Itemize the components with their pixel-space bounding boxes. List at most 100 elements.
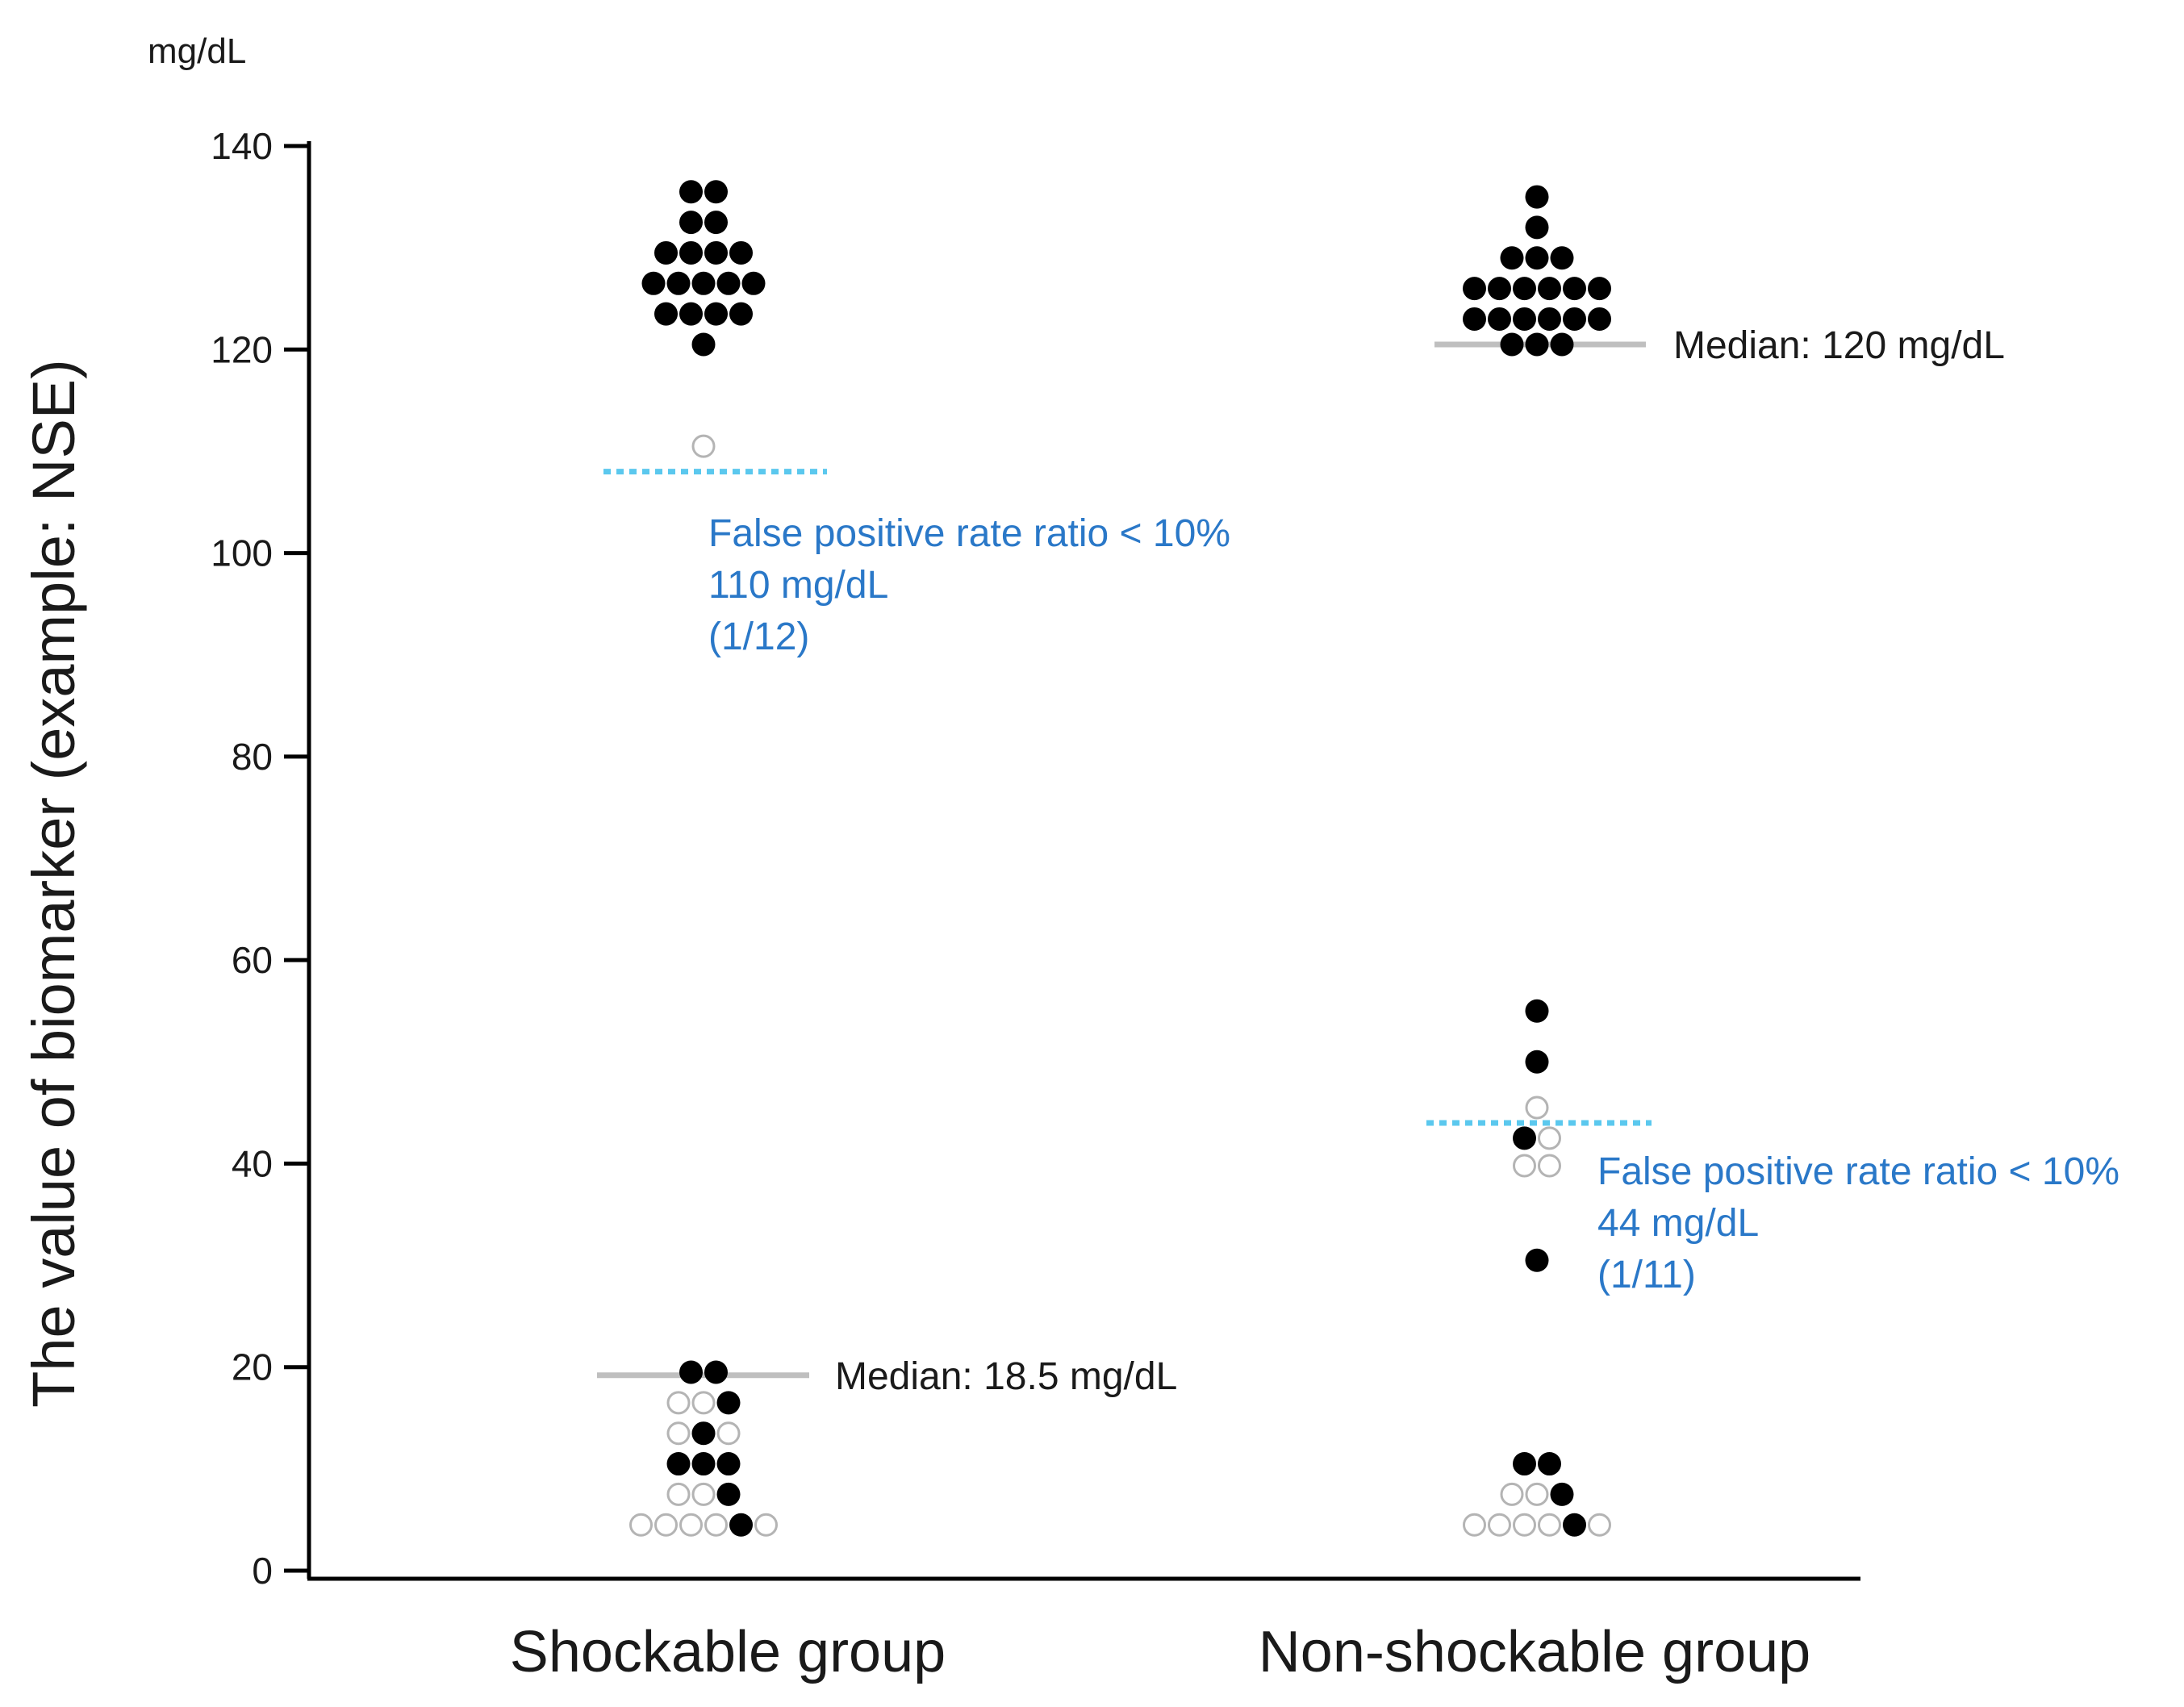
filled-dot <box>1525 999 1549 1023</box>
open-dot <box>654 1513 678 1537</box>
cutoff-annotation-line: False positive rate ratio < 10% <box>708 512 1230 555</box>
open-dot <box>704 1513 728 1537</box>
filled-dot <box>691 1452 716 1476</box>
filled-dot <box>1488 277 1511 301</box>
filled-dot <box>1463 277 1486 301</box>
y-tick-label: 20 <box>232 1346 273 1388</box>
open-dot <box>1588 1513 1611 1537</box>
filled-dot <box>1538 277 1561 301</box>
cutoff-annotation-line: False positive rate ratio < 10% <box>1597 1150 2119 1193</box>
y-tick-label: 0 <box>252 1550 273 1592</box>
filled-dot <box>1525 1248 1549 1272</box>
open-dot <box>691 1391 716 1415</box>
open-dot <box>1513 1513 1536 1537</box>
filled-dot <box>654 240 678 265</box>
cutoff-annotation-line: 110 mg/dL <box>708 564 888 607</box>
open-dot <box>1525 1096 1549 1120</box>
filled-dot <box>1463 307 1486 331</box>
filled-dot <box>704 240 728 265</box>
filled-dot <box>1525 215 1549 240</box>
open-dot <box>754 1513 778 1537</box>
open-dot <box>1538 1513 1561 1537</box>
filled-dot <box>691 271 716 295</box>
filled-dot <box>679 1360 703 1384</box>
filled-dot <box>679 302 703 326</box>
filled-dot <box>729 302 753 326</box>
cutoff-lines <box>603 469 1652 1126</box>
open-dot <box>691 434 716 458</box>
filled-dot <box>1550 1482 1574 1506</box>
open-dot <box>1463 1513 1486 1537</box>
open-dot <box>629 1513 653 1537</box>
data-points <box>629 180 1611 1537</box>
filled-dot <box>1538 1452 1561 1476</box>
open-dot <box>691 1482 716 1506</box>
filled-dot <box>716 271 741 295</box>
filled-dot <box>1550 332 1574 357</box>
filled-dot <box>1563 1513 1586 1537</box>
open-dot <box>1538 1126 1561 1150</box>
filled-dot <box>716 1452 741 1476</box>
filled-dot <box>1588 307 1611 331</box>
filled-dot <box>679 211 703 235</box>
filled-dot <box>691 332 716 357</box>
filled-dot <box>1538 307 1561 331</box>
cutoff-annotation-line: (1/11) <box>1597 1254 1696 1296</box>
filled-dot <box>729 240 753 265</box>
filled-dot <box>1563 307 1586 331</box>
y-unit-label: mg/dL <box>148 31 246 71</box>
filled-dot <box>666 271 691 295</box>
open-dot <box>666 1482 691 1506</box>
filled-dot <box>1500 332 1524 357</box>
y-tick-label: 40 <box>232 1142 273 1184</box>
filled-dot <box>1563 277 1586 301</box>
y-tick-label: 80 <box>232 736 273 778</box>
filled-dot <box>679 180 703 204</box>
filled-dot <box>654 302 678 326</box>
median-label: Median: 18.5 mg/dL <box>835 1355 1177 1398</box>
x-category-label: Shockable group <box>510 1620 946 1684</box>
filled-dot <box>704 1360 728 1384</box>
open-dot <box>666 1421 691 1446</box>
filled-dot <box>1525 246 1549 270</box>
filled-dot <box>1550 246 1574 270</box>
filled-dot <box>729 1513 753 1537</box>
filled-dot <box>691 1421 716 1446</box>
filled-dot <box>704 180 728 204</box>
filled-dot <box>1525 1050 1549 1074</box>
cutoff-annotation-line: (1/12) <box>708 616 809 658</box>
open-dot <box>1538 1154 1561 1178</box>
filled-dot <box>1588 277 1611 301</box>
y-ticks: 0 20 40 60 80 100 120 140 <box>211 125 309 1592</box>
filled-dot <box>716 1391 741 1415</box>
open-dot <box>1500 1482 1524 1506</box>
y-tick-label: 60 <box>232 939 273 981</box>
filled-dot <box>666 1452 691 1476</box>
filled-dot <box>741 271 766 295</box>
open-dot <box>1488 1513 1511 1537</box>
median-lines <box>597 341 1646 1379</box>
open-dot <box>716 1421 741 1446</box>
filled-dot <box>716 1482 741 1506</box>
filled-dot <box>1513 307 1536 331</box>
open-dot <box>679 1513 703 1537</box>
filled-dot <box>704 302 728 326</box>
y-tick-label: 140 <box>211 125 273 167</box>
annotations: Median: 18.5 mg/dL False positive rate ra… <box>708 324 2119 1398</box>
y-tick-label: 120 <box>211 328 273 370</box>
axes <box>307 141 1860 1581</box>
open-dot <box>1513 1154 1536 1178</box>
x-category-labels: Shockable group Non-shockable group <box>510 1620 1810 1684</box>
x-category-label: Non-shockable group <box>1259 1620 1810 1684</box>
y-axis-label: The value of biomarker (example: NSE) <box>20 359 87 1408</box>
open-dot <box>666 1391 691 1415</box>
filled-dot <box>1513 1126 1536 1150</box>
filled-dot <box>679 240 703 265</box>
open-dot <box>1525 1482 1549 1506</box>
filled-dot <box>704 211 728 235</box>
filled-dot <box>1525 185 1549 209</box>
median-label: Median: 120 mg/dL <box>1673 324 2005 367</box>
y-tick-label: 100 <box>211 532 273 574</box>
filled-dot <box>1513 1452 1536 1476</box>
